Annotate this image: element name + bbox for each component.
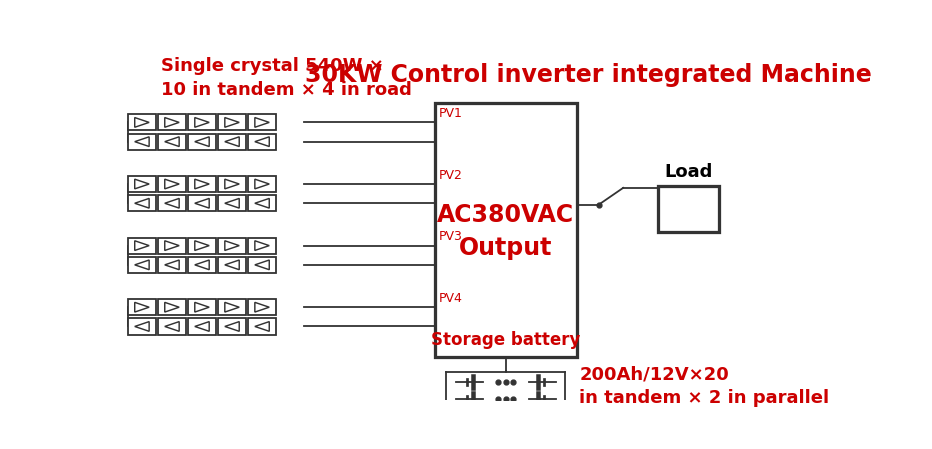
Bar (218, 195, 246, 211)
Polygon shape (165, 260, 179, 270)
Text: Storage battery: Storage battery (432, 331, 581, 349)
Polygon shape (165, 179, 179, 189)
Polygon shape (135, 198, 149, 208)
Bar (248, 195, 276, 211)
Polygon shape (135, 118, 149, 127)
Polygon shape (225, 241, 240, 251)
Bar (158, 176, 185, 192)
Polygon shape (225, 179, 240, 189)
Text: 200Ah/12V×20
in tandem × 2 in parallel: 200Ah/12V×20 in tandem × 2 in parallel (580, 366, 829, 407)
Bar (218, 238, 246, 254)
Polygon shape (225, 118, 240, 127)
Polygon shape (135, 179, 149, 189)
Bar (188, 114, 216, 131)
Bar (218, 176, 246, 192)
Bar (188, 133, 216, 150)
Polygon shape (195, 260, 209, 270)
Bar (128, 114, 156, 131)
Bar (658, 185, 720, 232)
Polygon shape (195, 118, 209, 127)
Text: PV1: PV1 (439, 107, 463, 120)
Polygon shape (165, 198, 179, 208)
Bar (188, 257, 216, 273)
Polygon shape (135, 302, 149, 312)
Polygon shape (195, 302, 209, 312)
Bar (128, 176, 156, 192)
Bar (218, 133, 246, 150)
Bar (248, 257, 276, 273)
Text: Output: Output (459, 236, 553, 260)
Text: 30KW Control inverter integrated Machine: 30KW Control inverter integrated Machine (305, 63, 872, 87)
Bar (248, 238, 276, 254)
Bar (128, 299, 156, 315)
Text: PV3: PV3 (439, 230, 463, 243)
Text: Load: Load (665, 163, 713, 180)
Polygon shape (135, 137, 149, 146)
Bar (248, 299, 276, 315)
Polygon shape (225, 198, 240, 208)
Bar (158, 238, 185, 254)
Polygon shape (254, 260, 269, 270)
Polygon shape (165, 118, 179, 127)
Polygon shape (254, 302, 269, 312)
Bar (158, 195, 185, 211)
Polygon shape (254, 137, 269, 146)
Bar (188, 318, 216, 335)
Bar (128, 318, 156, 335)
Polygon shape (254, 321, 269, 331)
Bar (188, 176, 216, 192)
Polygon shape (165, 241, 179, 251)
Polygon shape (165, 302, 179, 312)
Bar (188, 299, 216, 315)
Bar (248, 176, 276, 192)
Bar (158, 257, 185, 273)
Bar (218, 318, 246, 335)
Polygon shape (135, 260, 149, 270)
Bar (218, 257, 246, 273)
Bar (128, 257, 156, 273)
Polygon shape (195, 241, 209, 251)
Bar (434, 103, 577, 357)
Polygon shape (195, 321, 209, 331)
Polygon shape (254, 198, 269, 208)
Polygon shape (165, 321, 179, 331)
Bar (158, 114, 185, 131)
Bar (188, 238, 216, 254)
Polygon shape (254, 118, 269, 127)
Polygon shape (165, 137, 179, 146)
Polygon shape (225, 260, 240, 270)
Bar (158, 318, 185, 335)
Polygon shape (195, 179, 209, 189)
Polygon shape (225, 302, 240, 312)
Polygon shape (195, 137, 209, 146)
Text: PV2: PV2 (439, 169, 463, 182)
Bar (218, 114, 246, 131)
Polygon shape (254, 179, 269, 189)
Bar (218, 299, 246, 315)
Bar (158, 299, 185, 315)
Bar (158, 133, 185, 150)
Bar (248, 133, 276, 150)
Polygon shape (225, 321, 240, 331)
Polygon shape (195, 198, 209, 208)
Text: Single crystal 540W ×
10 in tandem × 4 in road: Single crystal 540W × 10 in tandem × 4 i… (161, 57, 412, 98)
Bar (248, 114, 276, 131)
Polygon shape (135, 321, 149, 331)
Text: PV4: PV4 (439, 292, 463, 305)
Text: AC380VAC: AC380VAC (437, 203, 574, 227)
Bar (128, 133, 156, 150)
Bar (248, 318, 276, 335)
Polygon shape (135, 241, 149, 251)
Polygon shape (254, 241, 269, 251)
Bar (188, 195, 216, 211)
Polygon shape (225, 137, 240, 146)
Bar (128, 195, 156, 211)
Bar (128, 238, 156, 254)
